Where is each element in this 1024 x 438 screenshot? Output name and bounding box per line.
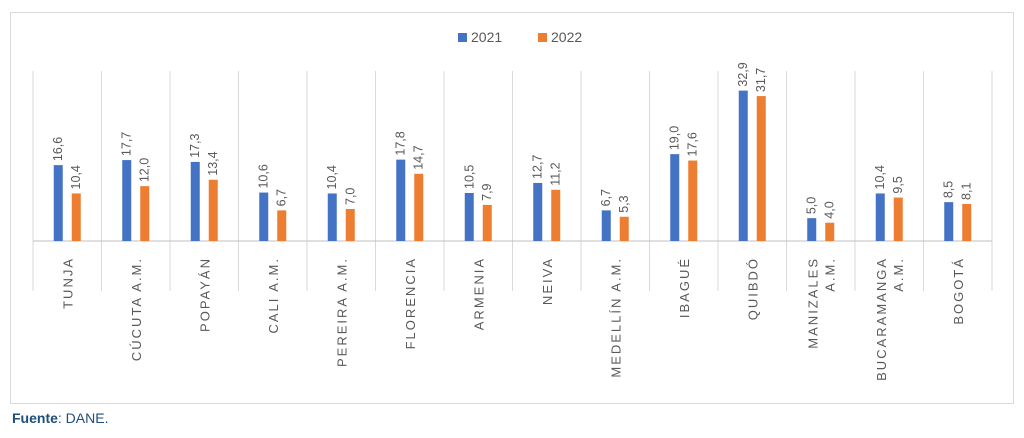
data-label-2021-13: 8,5 bbox=[942, 181, 956, 198]
bar-2022-4 bbox=[345, 209, 355, 241]
bar-2021-9 bbox=[670, 154, 680, 241]
data-label-2021-6: 10,5 bbox=[462, 165, 476, 189]
data-label-2021-11: 5,0 bbox=[805, 197, 819, 214]
bar-2022-3 bbox=[277, 210, 287, 241]
data-label-2022-4: 7,0 bbox=[343, 188, 357, 205]
bar-2021-13 bbox=[944, 202, 954, 241]
category-label-4: PEREIRA A.M. bbox=[334, 257, 349, 367]
data-label-2022-1: 12,0 bbox=[138, 158, 152, 182]
category-label-0: TUNJA bbox=[60, 257, 75, 309]
bar-2022-9 bbox=[688, 160, 698, 241]
data-label-2022-11: 4,0 bbox=[823, 201, 837, 218]
data-label-2022-13: 8,1 bbox=[960, 183, 974, 200]
source-text: : DANE. bbox=[57, 410, 109, 426]
legend-swatch-2022 bbox=[538, 33, 547, 42]
data-label-2022-6: 7,9 bbox=[480, 183, 494, 200]
bar-2021-4 bbox=[327, 193, 337, 241]
legend-label-2021: 2021 bbox=[471, 29, 502, 45]
data-label-2021-4: 10,4 bbox=[325, 165, 339, 189]
category-label-12-line0: BUCARAMANGA bbox=[874, 257, 889, 381]
data-label-2022-5: 14,7 bbox=[412, 145, 426, 169]
category-label-2: POPAYÁN bbox=[197, 257, 212, 332]
bar-2022-11 bbox=[825, 222, 835, 241]
bar-2021-0 bbox=[53, 165, 63, 241]
category-label-13: BOGOTÁ bbox=[951, 257, 966, 325]
bar-2021-10 bbox=[738, 90, 748, 241]
category-label-12-line1: A.M. bbox=[891, 257, 906, 292]
bar-2021-6 bbox=[464, 193, 474, 241]
bar-2021-5 bbox=[396, 159, 406, 241]
source-note: Fuente: DANE. bbox=[12, 410, 108, 426]
bar-2022-10 bbox=[756, 96, 766, 241]
data-label-2022-12: 9,5 bbox=[891, 176, 905, 193]
source-label: Fuente bbox=[12, 410, 58, 426]
data-label-2022-2: 13,4 bbox=[206, 151, 220, 175]
data-label-2021-3: 10,6 bbox=[257, 164, 271, 188]
bar-2021-7 bbox=[533, 182, 543, 241]
category-label-7: NEIVA bbox=[540, 257, 555, 305]
category-label-3: CALI A.M. bbox=[266, 257, 281, 334]
data-label-2021-0: 16,6 bbox=[51, 137, 65, 161]
bar-2021-1 bbox=[122, 160, 132, 241]
data-label-2022-0: 10,4 bbox=[69, 165, 83, 189]
data-label-2022-10: 31,7 bbox=[754, 68, 768, 92]
data-label-2021-8: 6,7 bbox=[599, 189, 613, 206]
data-label-2021-10: 32,9 bbox=[736, 62, 750, 86]
category-label-11-line0: MANIZALES bbox=[805, 257, 820, 349]
legend-swatch-2021 bbox=[458, 33, 467, 42]
category-label-9: IBAGUÉ bbox=[677, 257, 692, 318]
category-label-8: MEDELLÍN A.M. bbox=[608, 257, 623, 378]
data-label-2022-3: 6,7 bbox=[275, 189, 289, 206]
bar-2022-12 bbox=[893, 197, 903, 241]
legend-label-2022: 2022 bbox=[551, 29, 582, 45]
category-label-1: CÚCUTA A.M. bbox=[129, 257, 144, 361]
data-label-2021-5: 17,8 bbox=[394, 131, 408, 155]
data-label-2022-9: 17,6 bbox=[686, 132, 700, 156]
category-label-11-line1: A.M. bbox=[822, 257, 837, 292]
category-label-6: ARMENIA bbox=[471, 257, 486, 330]
bar-2021-12 bbox=[875, 193, 885, 241]
data-label-2021-1: 17,7 bbox=[120, 132, 134, 156]
bar-2022-8 bbox=[619, 216, 629, 241]
bar-2022-1 bbox=[140, 186, 150, 241]
data-label-2021-9: 19,0 bbox=[668, 126, 682, 150]
data-label-2022-8: 5,3 bbox=[617, 195, 631, 212]
data-label-2021-12: 10,4 bbox=[873, 165, 887, 189]
category-label-5: FLORENCIA bbox=[403, 257, 418, 349]
bar-2022-6 bbox=[482, 204, 492, 241]
bar-2021-3 bbox=[259, 192, 269, 241]
bar-2022-13 bbox=[962, 203, 972, 241]
chart-frame: 2021 2022 16,6 10,4 TUNJA 17,7 12,0 CÚCUTA A.M.… bbox=[10, 12, 1014, 404]
category-label-10: QUIBDÓ bbox=[745, 257, 760, 320]
data-label-2021-2: 17,3 bbox=[188, 134, 202, 158]
bar-2022-5 bbox=[414, 173, 424, 241]
bar-2021-11 bbox=[807, 218, 817, 241]
bar-2022-7 bbox=[551, 189, 561, 241]
data-label-2021-7: 12,7 bbox=[531, 155, 545, 179]
bar-2022-0 bbox=[71, 193, 81, 241]
bar-2021-8 bbox=[601, 210, 611, 241]
bar-2021-2 bbox=[190, 161, 200, 241]
data-label-2022-7: 11,2 bbox=[549, 162, 563, 185]
bar-2022-2 bbox=[208, 179, 218, 241]
bar-chart: 2021 2022 16,6 10,4 TUNJA 17,7 12,0 CÚCUTA A.M.… bbox=[32, 29, 993, 381]
